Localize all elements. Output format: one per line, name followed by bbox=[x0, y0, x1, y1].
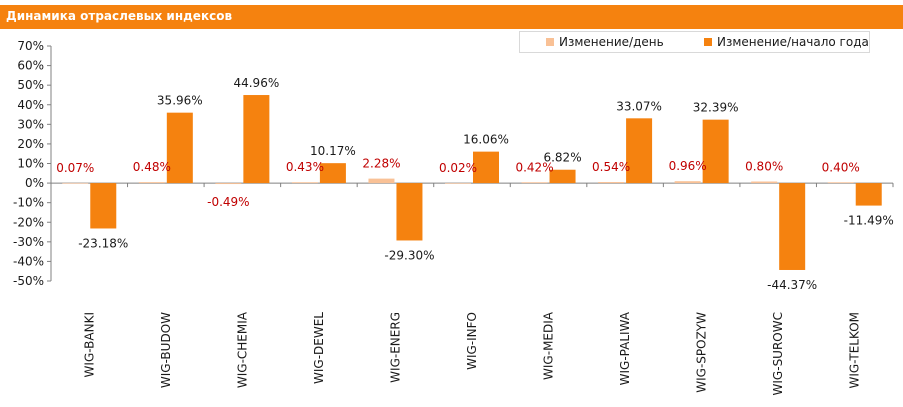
chart-header: Динамика отраслевых индексов bbox=[0, 5, 903, 29]
category-label: WIG-BUDOW bbox=[159, 312, 173, 388]
data-label-day: 0.96% bbox=[669, 159, 707, 173]
data-label-ytd: 44.96% bbox=[233, 76, 279, 90]
y-tick-label: 60% bbox=[17, 59, 44, 73]
category-label: WIG-ENERG bbox=[388, 312, 402, 383]
data-label-day: 2.28% bbox=[362, 157, 400, 171]
y-tick-label: 0% bbox=[25, 176, 44, 190]
bar-ytd bbox=[626, 118, 653, 184]
data-label-ytd: 35.96% bbox=[157, 94, 203, 108]
bar-ytd bbox=[396, 183, 423, 241]
bar-day bbox=[291, 182, 318, 184]
y-tick-label: -30% bbox=[13, 235, 44, 249]
bar-ytd bbox=[779, 183, 806, 270]
y-tick-label: -10% bbox=[13, 196, 44, 210]
bar-day bbox=[368, 178, 395, 184]
y-tick-label: 50% bbox=[17, 78, 44, 92]
data-label-day: 0.02% bbox=[439, 161, 477, 175]
y-tick-label: -20% bbox=[13, 215, 44, 229]
category-label: WIG-DEWEL bbox=[312, 312, 326, 384]
bar-ytd bbox=[166, 112, 193, 184]
chart-title: Динамика отраслевых индексов bbox=[6, 9, 233, 23]
data-label-ytd: -29.30% bbox=[384, 248, 434, 262]
data-label-ytd: 33.07% bbox=[616, 99, 662, 113]
legend-swatch-ytd bbox=[704, 38, 712, 46]
category-label: WIG-TELKOM bbox=[848, 312, 862, 389]
category-label: WIG-SPOZYW bbox=[695, 312, 709, 393]
y-tick-label: 30% bbox=[17, 117, 44, 131]
bar-day bbox=[62, 182, 89, 184]
bar-day bbox=[445, 183, 471, 184]
bar-day bbox=[521, 182, 548, 184]
legend-label-ytd: Изменение/начало года bbox=[717, 35, 869, 49]
bar-day bbox=[138, 182, 165, 184]
data-label-day: -0.49% bbox=[207, 195, 249, 209]
legend-label-day: Изменение/день bbox=[559, 35, 664, 49]
y-tick-label: 40% bbox=[17, 98, 44, 112]
bar-ytd bbox=[855, 183, 882, 206]
category-label: WIG-MEDIA bbox=[542, 311, 556, 380]
bar-ytd bbox=[702, 119, 729, 184]
bar-ytd bbox=[90, 183, 117, 229]
data-label-ytd: -11.49% bbox=[844, 214, 894, 228]
y-tick-label: 10% bbox=[17, 157, 44, 171]
bar-day bbox=[598, 182, 625, 184]
data-label-ytd: 16.06% bbox=[463, 133, 509, 147]
data-label-ytd: 10.17% bbox=[310, 144, 356, 158]
category-label: WIG-PALIWA bbox=[618, 311, 632, 385]
y-tick-label: 20% bbox=[17, 137, 44, 151]
y-tick-label: -40% bbox=[13, 254, 44, 268]
bar-day bbox=[674, 181, 701, 184]
category-label: WIG-CHEMIA bbox=[235, 311, 249, 388]
data-label-ytd: -44.37% bbox=[767, 278, 817, 292]
bar-day bbox=[827, 182, 854, 184]
legend-item-ytd: Изменение/начало года bbox=[704, 35, 869, 49]
data-label-day: 0.54% bbox=[592, 160, 630, 174]
data-label-day: 0.80% bbox=[745, 160, 783, 174]
data-label-day: 0.42% bbox=[515, 160, 553, 174]
data-label-day: 0.07% bbox=[56, 161, 94, 175]
data-label-ytd: -23.18% bbox=[78, 236, 128, 250]
bar-ytd bbox=[473, 151, 499, 184]
category-label: WIG-INFO bbox=[465, 312, 479, 370]
data-label-ytd: 32.39% bbox=[693, 101, 739, 115]
bar-day bbox=[215, 183, 242, 185]
y-tick-label: -50% bbox=[13, 274, 44, 288]
bar-ytd bbox=[549, 169, 576, 184]
data-label-ytd: 6.82% bbox=[543, 151, 581, 165]
data-label-day: 0.48% bbox=[133, 160, 171, 174]
bar-day bbox=[751, 181, 778, 184]
category-label: WIG-SUROWC bbox=[771, 312, 785, 395]
data-label-day: 0.40% bbox=[822, 160, 860, 174]
category-label: WIG-BANKI bbox=[82, 312, 96, 377]
legend-swatch-day bbox=[546, 38, 554, 46]
legend-item-day: Изменение/день bbox=[546, 35, 664, 49]
bar-ytd bbox=[319, 163, 346, 184]
bar-ytd bbox=[243, 95, 270, 184]
y-tick-label: 70% bbox=[17, 39, 44, 53]
chart-legend: Изменение/день Изменение/начало года bbox=[519, 31, 870, 53]
data-label-day: 0.43% bbox=[286, 160, 324, 174]
